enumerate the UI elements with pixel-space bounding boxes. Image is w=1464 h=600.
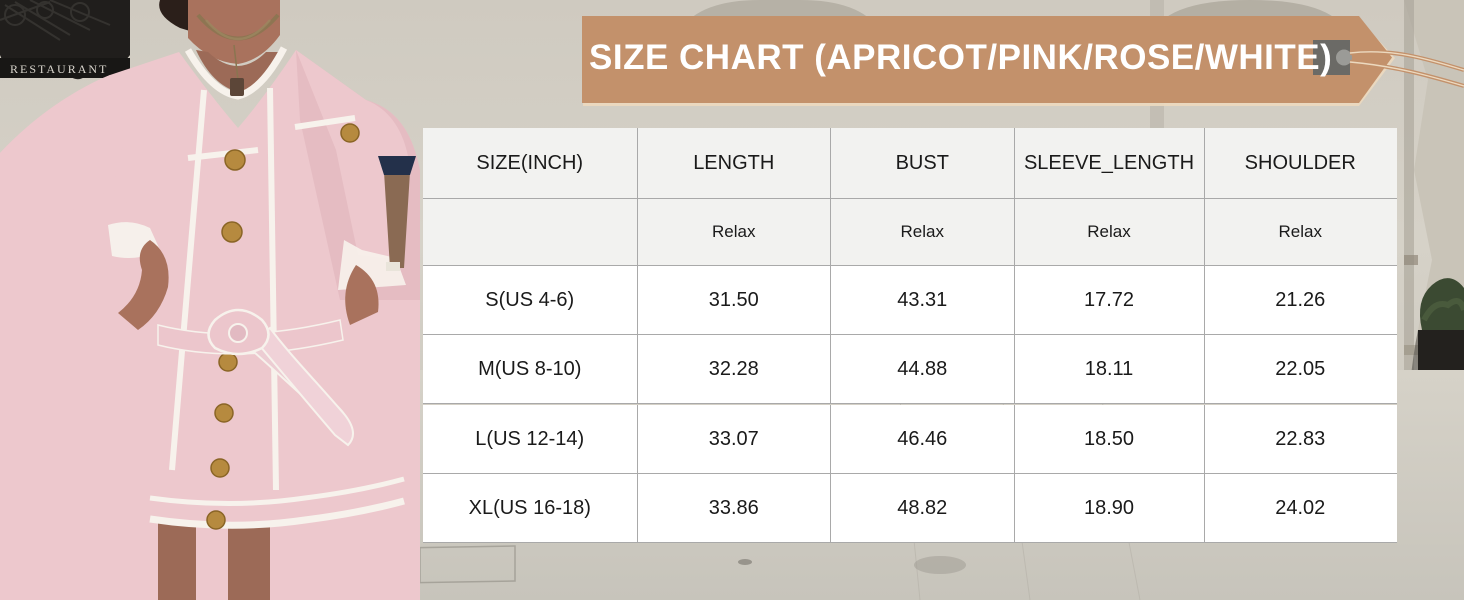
svg-text:RESTAURANT: RESTAURANT bbox=[10, 62, 108, 76]
